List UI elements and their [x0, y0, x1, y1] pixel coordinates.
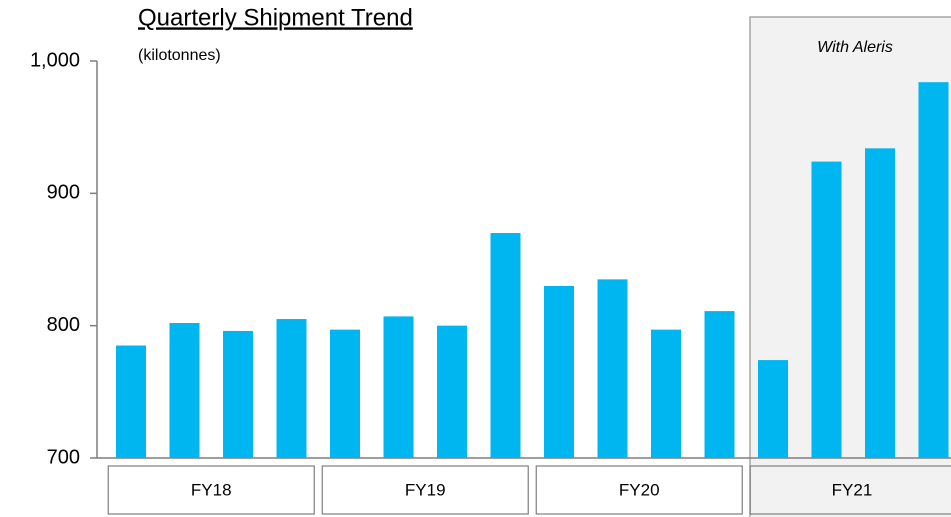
bar	[704, 311, 735, 458]
bar	[437, 325, 467, 458]
annotation: With Aleris	[817, 39, 893, 56]
bar	[276, 319, 307, 458]
group-box	[749, 465, 951, 515]
group-label: FY19	[405, 480, 446, 499]
bar	[918, 82, 949, 458]
y-tick-label: 900	[47, 182, 80, 204]
chart-title: Quarterly Shipment Trend	[138, 4, 413, 31]
bar	[383, 316, 414, 458]
bar	[116, 345, 146, 458]
bar	[169, 323, 200, 458]
y-tick-label: 1,000	[30, 49, 80, 71]
group-label: FY20	[619, 480, 660, 499]
y-tick-label: 700	[47, 446, 80, 468]
bar	[490, 233, 521, 458]
bar	[758, 360, 788, 458]
group-box	[107, 465, 315, 515]
group-label: FY18	[191, 480, 232, 499]
y-tick-label: 800	[47, 314, 80, 336]
bar	[330, 329, 360, 458]
chart-subtitle: (kilotonnes)	[138, 47, 221, 64]
bar	[811, 161, 842, 458]
group-label: FY21	[832, 480, 873, 499]
bar	[223, 330, 253, 458]
bar	[597, 279, 628, 458]
group-box	[321, 465, 529, 515]
bar	[865, 148, 895, 458]
group-box	[535, 465, 743, 515]
bar	[651, 329, 681, 458]
bar	[544, 285, 574, 458]
